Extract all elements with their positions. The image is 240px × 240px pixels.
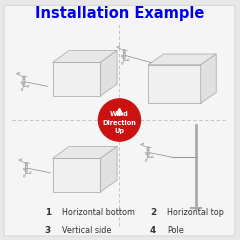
Circle shape — [151, 156, 153, 158]
Circle shape — [98, 99, 140, 141]
Polygon shape — [53, 158, 100, 192]
Circle shape — [21, 89, 23, 91]
Circle shape — [21, 82, 23, 84]
Circle shape — [121, 55, 123, 57]
FancyBboxPatch shape — [123, 50, 125, 53]
Polygon shape — [17, 72, 20, 74]
Text: 2: 2 — [150, 208, 156, 217]
FancyBboxPatch shape — [123, 56, 125, 59]
Polygon shape — [141, 143, 144, 145]
Circle shape — [145, 152, 147, 154]
Circle shape — [23, 168, 25, 170]
Polygon shape — [53, 62, 100, 96]
Polygon shape — [148, 54, 216, 65]
FancyBboxPatch shape — [4, 5, 235, 236]
Polygon shape — [100, 50, 117, 96]
Circle shape — [27, 85, 29, 87]
Polygon shape — [53, 146, 117, 158]
FancyBboxPatch shape — [23, 76, 25, 79]
Circle shape — [145, 160, 147, 162]
FancyBboxPatch shape — [23, 83, 25, 85]
Text: Vertical side: Vertical side — [62, 226, 112, 235]
Polygon shape — [148, 65, 201, 103]
Polygon shape — [117, 46, 120, 48]
FancyBboxPatch shape — [25, 169, 27, 172]
Polygon shape — [201, 54, 216, 103]
Circle shape — [121, 62, 123, 64]
Text: Wind
Direction
Up: Wind Direction Up — [102, 111, 136, 134]
FancyBboxPatch shape — [147, 147, 149, 150]
FancyBboxPatch shape — [123, 53, 125, 56]
Text: 4: 4 — [150, 226, 156, 235]
Circle shape — [23, 175, 25, 177]
Text: 3: 3 — [45, 226, 51, 235]
Circle shape — [127, 59, 129, 61]
Text: 1: 1 — [45, 208, 51, 217]
FancyBboxPatch shape — [23, 79, 25, 82]
Text: Pole: Pole — [167, 226, 184, 235]
Circle shape — [30, 172, 31, 174]
FancyBboxPatch shape — [147, 150, 149, 153]
FancyBboxPatch shape — [147, 153, 149, 156]
Text: Horizontal bottom: Horizontal bottom — [62, 208, 135, 217]
Text: Installation Example: Installation Example — [35, 6, 204, 21]
Text: Horizontal top: Horizontal top — [167, 208, 224, 217]
Polygon shape — [19, 159, 22, 161]
Polygon shape — [53, 50, 117, 62]
Polygon shape — [100, 146, 117, 192]
FancyBboxPatch shape — [25, 162, 27, 166]
FancyBboxPatch shape — [25, 166, 27, 169]
